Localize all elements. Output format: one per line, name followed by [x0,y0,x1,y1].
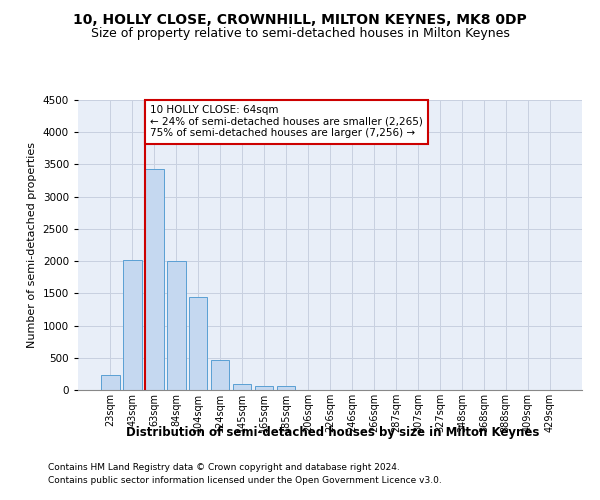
Bar [101,375,119,390]
Y-axis label: Number of semi-detached properties: Number of semi-detached properties [27,142,37,348]
Bar [189,296,208,390]
Text: 10, HOLLY CLOSE, CROWNHILL, MILTON KEYNES, MK8 0DP: 10, HOLLY CLOSE, CROWNHILL, MILTON KEYNE… [73,12,527,26]
Bar [211,360,229,390]
Bar [145,169,164,390]
Bar [277,386,295,390]
Bar [167,261,185,390]
Text: Contains HM Land Registry data © Crown copyright and database right 2024.: Contains HM Land Registry data © Crown c… [48,464,400,472]
Text: Size of property relative to semi-detached houses in Milton Keynes: Size of property relative to semi-detach… [91,28,509,40]
Bar [255,386,274,390]
Text: Contains public sector information licensed under the Open Government Licence v3: Contains public sector information licen… [48,476,442,485]
Bar [233,384,251,390]
Text: 10 HOLLY CLOSE: 64sqm
← 24% of semi-detached houses are smaller (2,265)
75% of s: 10 HOLLY CLOSE: 64sqm ← 24% of semi-deta… [151,105,423,138]
Bar [123,260,142,390]
Text: Distribution of semi-detached houses by size in Milton Keynes: Distribution of semi-detached houses by … [127,426,539,439]
